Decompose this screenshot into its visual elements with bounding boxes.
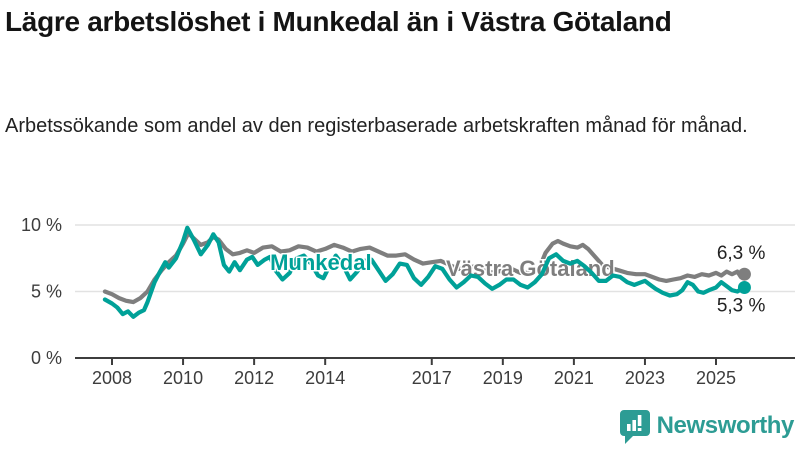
series-label-munkedal: Munkedal — [270, 250, 371, 275]
series-line-munkedal — [102, 225, 747, 319]
series-end-value-v-stra-g-taland: 6,3 % — [717, 243, 766, 264]
x-axis-label: 2010 — [163, 368, 203, 388]
y-axis-label: 5 % — [31, 282, 62, 302]
y-axis-label: 10 % — [21, 215, 62, 235]
series-end-dot-v-stra-g-taland — [737, 267, 751, 281]
series-line-v-stra-g-taland — [102, 230, 747, 305]
x-axis-label: 2014 — [305, 368, 345, 388]
series-end-value-munkedal: 5,3 % — [717, 296, 766, 317]
x-axis-label: 2008 — [92, 368, 132, 388]
chart-subtitle: Arbetssökande som andel av den registerb… — [5, 115, 748, 137]
newsworthy-bubble-chart-icon — [619, 410, 650, 444]
x-axis-label: 2023 — [625, 368, 665, 388]
x-axis-label: 2025 — [696, 368, 736, 388]
x-axis-label: 2021 — [554, 368, 594, 388]
page-title: Lägre arbetslöshet i Munkedal än i Västr… — [5, 6, 672, 37]
newsworthy-logo[interactable]: Newsworthy — [619, 407, 795, 445]
y-axis-label: 0 % — [31, 348, 62, 368]
x-axis-label: 2017 — [412, 368, 452, 388]
x-axis-label: 2012 — [234, 368, 274, 388]
x-axis-label: 2019 — [483, 368, 523, 388]
newsworthy-wordmark: Newsworthy — [656, 412, 795, 439]
series-end-dot-munkedal — [737, 281, 751, 295]
